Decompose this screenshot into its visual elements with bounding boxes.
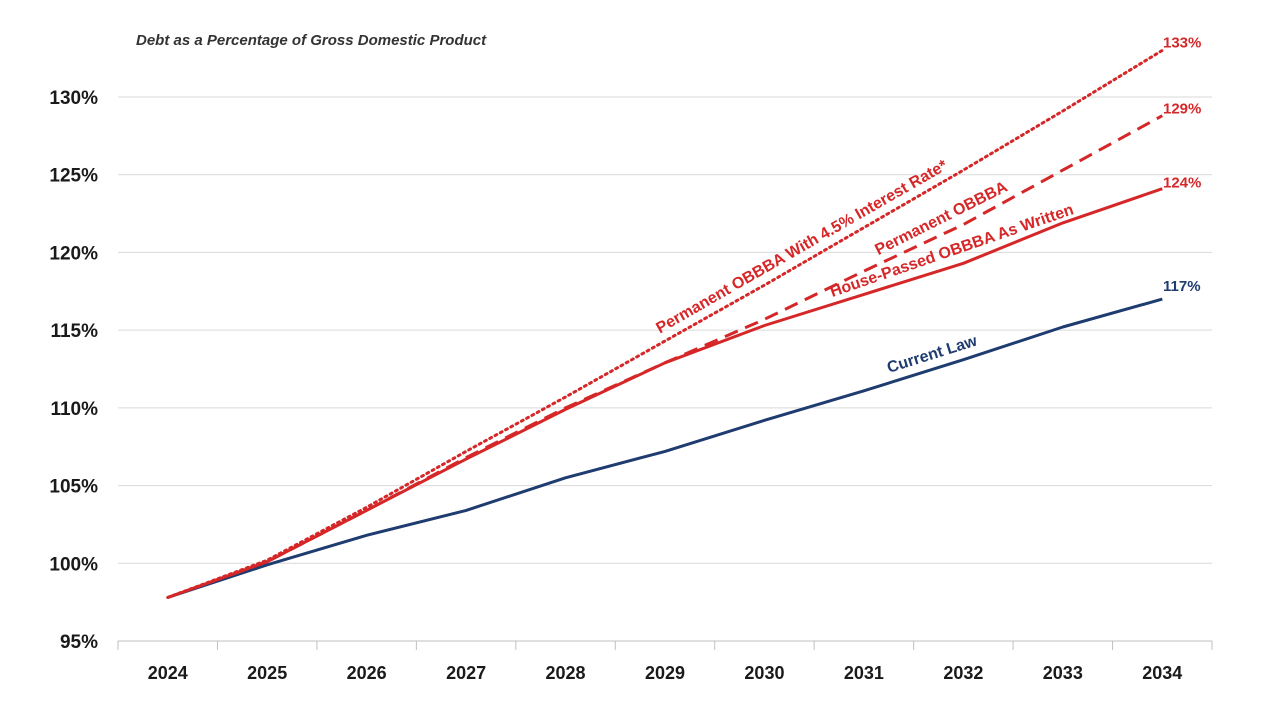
- x-tick-label: 2025: [247, 663, 287, 683]
- x-tick-label: 2033: [1043, 663, 1083, 683]
- x-tick-label: 2026: [347, 663, 387, 683]
- y-tick-label: 110%: [50, 399, 98, 420]
- x-tick-label: 2029: [645, 663, 685, 683]
- x-tick-label: 2030: [744, 663, 784, 683]
- series-line-0: [166, 48, 1164, 599]
- y-tick-label: 115%: [50, 321, 98, 342]
- series-lines: [166, 48, 1164, 599]
- x-tick-label: 2028: [546, 663, 586, 683]
- series-line-1: [167, 114, 1164, 599]
- x-tick-label: 2027: [446, 663, 486, 683]
- series-end-value-label: 117%: [1163, 278, 1201, 295]
- gridlines: [117, 96, 1213, 650]
- series-end-value-label: 124%: [1163, 175, 1201, 192]
- series-end-value-label: 129%: [1163, 101, 1201, 118]
- y-tick-label: 125%: [49, 166, 98, 187]
- x-tick-label: 2031: [844, 663, 884, 683]
- y-tick-label: 130%: [49, 88, 98, 109]
- y-tick-label: 120%: [49, 243, 98, 264]
- x-axis-tick-labels: 2024 2025 2026 2027 2028 2029 2030 2031 2032 2033…: [148, 663, 1183, 683]
- series-end-value-label: 133%: [1163, 34, 1201, 51]
- x-tick-label: 2034: [1142, 663, 1182, 683]
- chart-title: Debt as a Percentage of Gross Domestic P…: [136, 32, 487, 49]
- y-tick-label: 105%: [49, 477, 98, 498]
- x-tick-label: 2024: [148, 663, 188, 683]
- y-axis-tick-labels: 95% 100% 105% 110% 115% 120% 125% 130%: [49, 88, 98, 653]
- series-line-3: [167, 297, 1163, 599]
- x-tick-label: 2032: [943, 663, 983, 683]
- y-tick-label: 95%: [60, 632, 98, 653]
- y-tick-label: 100%: [49, 554, 98, 575]
